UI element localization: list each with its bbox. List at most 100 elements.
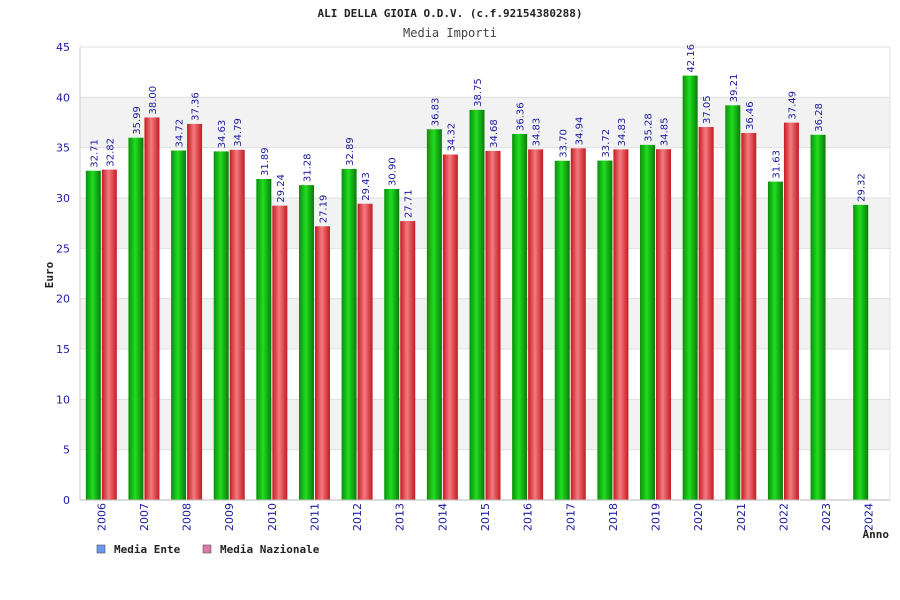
value-label: 37.49 — [787, 91, 798, 120]
value-label: 31.28 — [302, 153, 313, 182]
bar-media-ente — [341, 168, 357, 500]
value-label: 31.89 — [260, 147, 271, 176]
x-tick-label: 2021 — [735, 503, 748, 531]
value-label: 32.71 — [89, 139, 100, 168]
y-tick-label: 10 — [56, 393, 70, 406]
value-label: 42.16 — [686, 44, 697, 73]
x-tick-label: 2022 — [777, 503, 790, 531]
bar-media-nazionale — [485, 150, 501, 500]
y-tick-label: 5 — [63, 444, 70, 457]
value-label: 39.21 — [729, 74, 740, 103]
legend: Media Ente Media Nazionale — [96, 543, 320, 556]
bar-media-ente — [682, 75, 698, 501]
x-tick-label: 2012 — [351, 503, 364, 531]
bar-media-ente — [640, 144, 656, 500]
y-tick-label: 40 — [56, 91, 70, 104]
bar-media-nazionale — [314, 226, 330, 500]
value-label: 27.71 — [404, 189, 415, 218]
bar-media-nazionale — [442, 154, 458, 500]
y-axis-label: Euro — [43, 261, 56, 288]
value-label: 29.43 — [361, 172, 372, 201]
bar-media-nazionale — [613, 149, 629, 501]
bar-media-ente — [853, 204, 869, 500]
bar-media-nazionale — [101, 169, 117, 500]
bar-media-ente — [426, 129, 442, 500]
x-tick-label: 2007 — [138, 503, 151, 531]
value-label: 30.90 — [388, 157, 399, 186]
value-label: 37.05 — [702, 95, 713, 124]
bar-media-ente — [597, 160, 613, 500]
legend-label: Media Ente — [114, 543, 181, 556]
bar-media-ente — [767, 181, 783, 500]
value-label: 34.32 — [446, 123, 457, 152]
x-tick-label: 2018 — [607, 503, 620, 531]
value-labels: 32.71 32.82 35.99 38.00 34.72 37.36 34.63 34.79… — [89, 44, 867, 223]
value-label: 34.72 — [175, 119, 186, 148]
x-tick-label: 2008 — [181, 503, 194, 531]
value-label: 34.94 — [574, 117, 585, 146]
bar-media-ente — [554, 160, 570, 500]
value-label: 37.36 — [191, 92, 202, 121]
x-tick-label: 2020 — [692, 503, 705, 531]
value-label: 38.00 — [148, 86, 159, 115]
x-tick-label: 2016 — [522, 503, 535, 531]
y-tick-label: 20 — [56, 293, 70, 306]
bar-media-ente — [298, 185, 314, 500]
bar-media-nazionale — [229, 149, 245, 500]
bar-media-ente — [171, 150, 187, 500]
x-tick-label: 2014 — [436, 503, 449, 531]
bar-media-nazionale — [357, 203, 373, 500]
bar-media-nazionale — [144, 117, 160, 500]
bar-media-ente — [85, 170, 101, 500]
x-tick-label: 2015 — [479, 503, 492, 531]
value-label: 36.83 — [430, 98, 441, 127]
x-tick-label: 2009 — [223, 503, 236, 531]
chart-title: ALI DELLA GIOIA O.D.V. (c.f.92154380288) — [318, 7, 583, 20]
value-label: 34.83 — [532, 118, 543, 147]
x-tick-labels: 2006 2007 2008 2009 2010 2011 2012 2013 2014 2015… — [95, 503, 875, 531]
bar-media-ente — [256, 178, 272, 500]
y-tick-label: 30 — [56, 192, 70, 205]
x-tick-label: 2017 — [564, 503, 577, 531]
x-tick-label: 2023 — [820, 503, 833, 531]
chart-subtitle: Media Importi — [403, 26, 497, 40]
value-label: 33.72 — [601, 129, 612, 158]
bar-media-ente — [384, 188, 400, 500]
x-tick-label: 2019 — [650, 503, 663, 531]
x-tick-label: 2010 — [266, 503, 279, 531]
legend-swatch — [96, 544, 106, 554]
value-label: 32.89 — [345, 137, 356, 166]
bar-media-ente — [213, 151, 229, 500]
y-tick-label: 45 — [56, 41, 70, 54]
x-tick-label: 2006 — [95, 503, 108, 531]
bar-media-nazionale — [656, 149, 672, 500]
bar-media-ente — [725, 105, 741, 500]
value-label: 38.75 — [473, 78, 484, 107]
legend-label: Media Nazionale — [220, 543, 320, 556]
value-label: 34.79 — [233, 118, 244, 147]
bar-media-ente — [512, 133, 528, 500]
value-label: 36.28 — [814, 103, 825, 132]
value-label: 34.83 — [617, 118, 628, 147]
bar-media-ente — [810, 134, 826, 501]
value-label: 34.68 — [489, 119, 500, 148]
bar-media-nazionale — [698, 127, 714, 500]
bar-media-nazionale — [528, 149, 544, 501]
bar-media-ente — [469, 109, 485, 501]
value-label: 32.82 — [105, 138, 116, 167]
value-label: 35.28 — [644, 113, 655, 142]
value-label: 33.70 — [558, 129, 569, 158]
y-tick-label: 35 — [56, 142, 70, 155]
x-axis-label: Anno — [863, 528, 890, 541]
value-label: 29.32 — [857, 173, 868, 202]
y-tick-labels: 0 5 10 15 20 25 30 35 40 45 — [56, 41, 70, 507]
axes — [79, 47, 891, 501]
value-label: 36.46 — [745, 101, 756, 130]
bar-media-ente — [128, 137, 144, 500]
bar-media-nazionale — [741, 132, 757, 500]
y-tick-label: 0 — [63, 494, 70, 507]
bar-media-nazionale — [783, 122, 799, 500]
bar-media-nazionale — [400, 221, 416, 500]
value-label: 34.63 — [217, 120, 228, 149]
